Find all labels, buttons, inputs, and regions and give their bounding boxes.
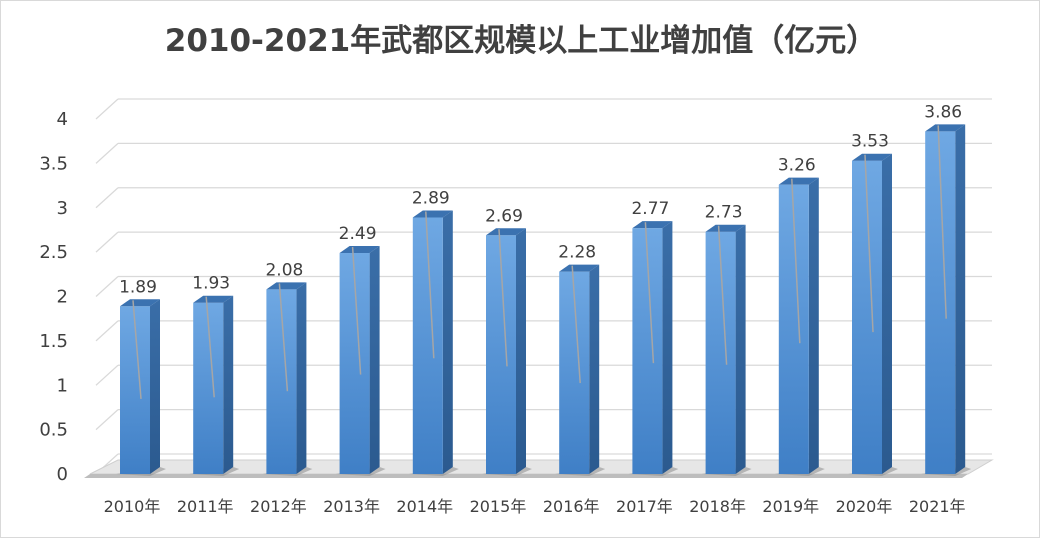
y-tick-label: 1: [57, 375, 68, 396]
y-tick-label: 3: [57, 198, 68, 219]
data-label: 2.49: [339, 224, 377, 244]
leader-line: [351, 246, 362, 375]
leader-line: [132, 300, 142, 400]
bar-top: [705, 224, 746, 232]
bar-side: [955, 124, 966, 475]
bar: [555, 264, 606, 476]
data-label: 3.86: [924, 102, 962, 122]
chart-title: 2010-2021年武都区规模以上工业增加值（亿元）: [164, 23, 878, 59]
bar-side: [882, 153, 892, 474]
x-tick-label: 2015年: [470, 497, 527, 516]
chart-floor-edge: [84, 474, 968, 478]
bar-top: [412, 210, 453, 218]
data-label: 1.89: [119, 277, 157, 297]
bar: [408, 210, 459, 476]
bar: [262, 282, 313, 476]
y-tick-label: 1.5: [39, 331, 68, 352]
gridline-connector: [95, 276, 119, 297]
bar-top: [632, 221, 673, 229]
bar-side: [589, 264, 600, 474]
x-tick-label: 2016年: [543, 497, 600, 516]
data-label: 3.53: [851, 132, 889, 152]
bar-top: [778, 177, 819, 185]
x-tick-label: 2020年: [836, 497, 893, 516]
gridline-connector: [95, 364, 119, 386]
bar: [628, 221, 679, 476]
leader-line: [571, 265, 581, 384]
bar-top: [266, 282, 307, 290]
bar-top: [193, 295, 234, 303]
bar-top: [852, 153, 892, 161]
x-tick-label: 2012年: [250, 497, 307, 516]
bar: [921, 124, 972, 476]
bar-side: [442, 210, 453, 474]
data-label: 2.73: [705, 203, 743, 223]
leader-line: [791, 178, 801, 344]
bar: [848, 153, 898, 476]
gridline-connector: [95, 98, 119, 120]
bar-side: [662, 221, 673, 474]
leader-line: [498, 229, 508, 367]
leader-line: [278, 283, 289, 392]
y-tick-label: 2.5: [39, 242, 68, 263]
bar-top: [925, 124, 966, 132]
bar-side: [223, 295, 234, 474]
bar-side: [808, 177, 819, 475]
gridline-connector: [95, 187, 119, 209]
x-tick-label: 2018年: [689, 497, 746, 516]
bar-top: [120, 299, 160, 307]
gridline-connector: [95, 409, 119, 431]
gridline-connector: [95, 231, 119, 253]
leader-line: [937, 125, 947, 319]
bar: [116, 299, 166, 476]
y-tick-label: 4: [57, 109, 68, 130]
x-tick-label: 2010年: [104, 497, 161, 516]
gridline-connector: [95, 320, 119, 342]
leader-line: [205, 296, 215, 398]
leader-line: [717, 225, 728, 365]
bar-top: [486, 228, 526, 236]
data-label: 1.93: [192, 274, 230, 294]
bar: [701, 224, 752, 476]
bar: [482, 228, 532, 476]
y-tick-label: 0: [57, 464, 68, 485]
x-tick-label: 2014年: [396, 497, 453, 516]
bar-top: [339, 246, 380, 254]
leader-line: [864, 154, 874, 333]
y-tick-label: 2: [57, 287, 68, 308]
y-tick-label: 3.5: [39, 153, 68, 174]
bar-side: [296, 282, 307, 474]
x-tick-label: 2011年: [177, 497, 234, 516]
data-label: 2.28: [558, 243, 596, 263]
leader-line: [644, 222, 655, 364]
x-tick-label: 2019年: [762, 497, 819, 516]
gridline-connector: [95, 142, 119, 164]
bar-side: [150, 299, 160, 474]
data-label: 2.89: [412, 189, 450, 209]
data-label: 2.69: [485, 206, 523, 226]
data-label: 2.08: [265, 260, 303, 280]
bar: [774, 177, 825, 476]
data-label: 3.26: [778, 156, 816, 176]
x-tick-label: 2021年: [909, 497, 966, 516]
bar: [189, 295, 240, 476]
y-tick-label: 0.5: [39, 420, 68, 441]
leader-line: [425, 211, 435, 359]
x-tick-label: 2013年: [323, 497, 380, 516]
bar-top: [559, 264, 600, 272]
bar-side: [516, 228, 526, 474]
data-label: 2.77: [631, 199, 669, 219]
bar-side: [369, 246, 380, 474]
x-tick-label: 2017年: [616, 497, 673, 516]
bar-side: [735, 224, 746, 474]
bar: [335, 246, 386, 476]
